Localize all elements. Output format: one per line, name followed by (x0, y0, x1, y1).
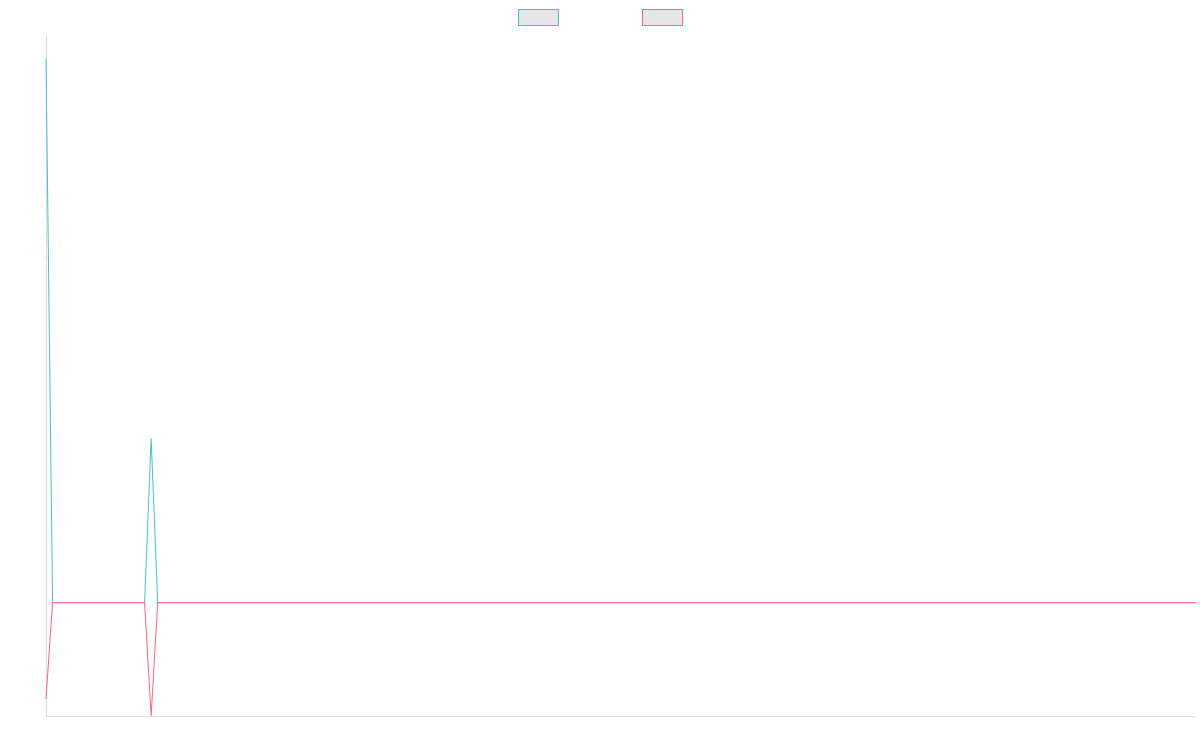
series-line-1[interactable] (45, 58, 1196, 604)
legend-item-1[interactable] (518, 9, 559, 26)
series-group (45, 58, 1196, 717)
legend (518, 9, 683, 26)
series-line-2[interactable] (45, 602, 1196, 717)
legend-swatch-2[interactable] (642, 9, 683, 26)
axes (46, 36, 1196, 717)
legend-swatch-1[interactable] (518, 9, 559, 26)
legend-item-2[interactable] (642, 9, 683, 26)
